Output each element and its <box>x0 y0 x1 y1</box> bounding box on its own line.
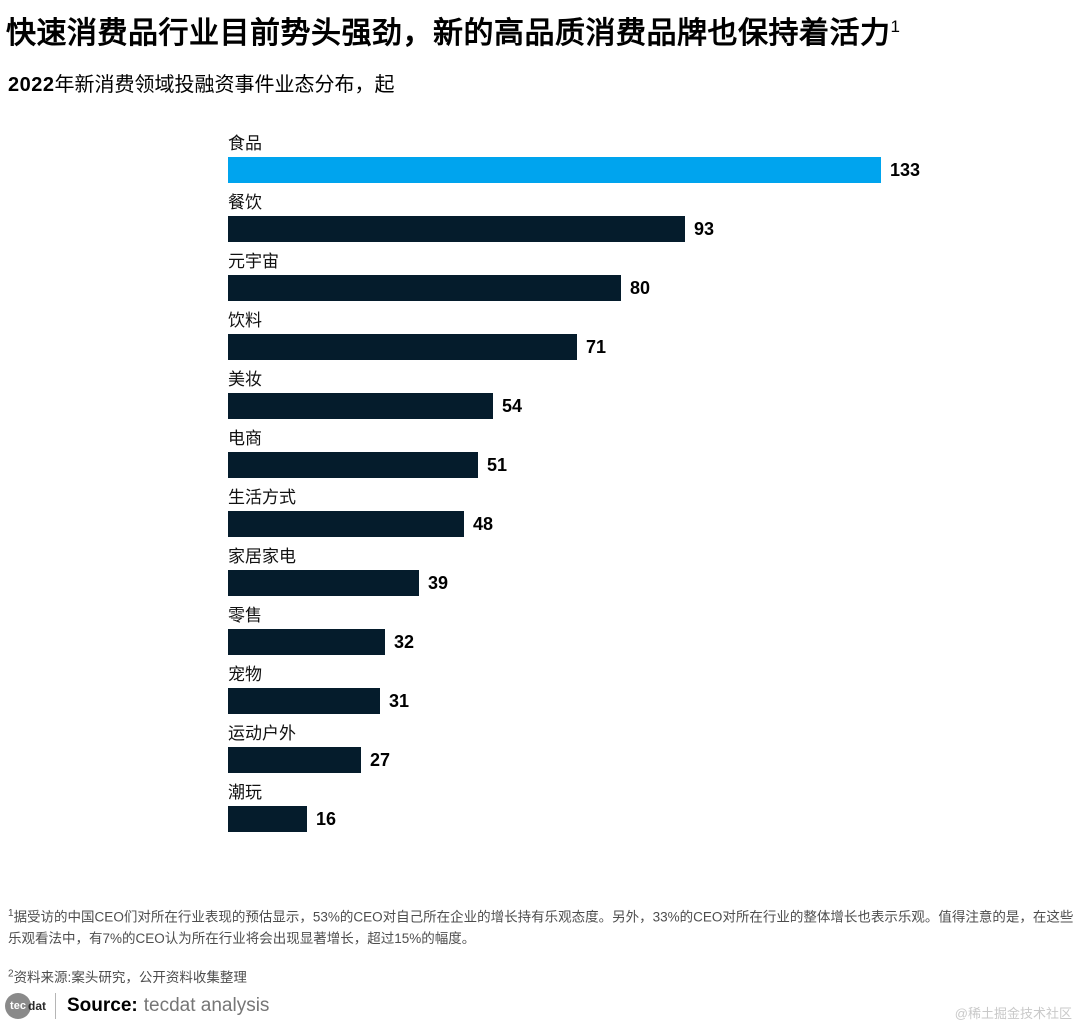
category-label: 食品 <box>228 134 262 153</box>
footnote-2-marker: 2 <box>8 968 14 980</box>
bar-track: 31 <box>228 688 1008 714</box>
bar-row: 餐饮 93 <box>228 193 1008 242</box>
bar-row: 食品 133 <box>228 134 1008 183</box>
bar-row: 美妆 54 <box>228 370 1008 419</box>
value-label: 39 <box>428 572 449 593</box>
value-label: 80 <box>630 277 651 298</box>
category-label: 生活方式 <box>228 488 296 507</box>
bar-track: 80 <box>228 275 1008 301</box>
bar-track: 51 <box>228 452 1008 478</box>
value-label: 54 <box>502 395 523 416</box>
bar-track: 71 <box>228 334 1008 360</box>
bar-row: 电商 51 <box>228 429 1008 478</box>
category-label: 电商 <box>228 429 262 448</box>
category-label: 饮料 <box>228 311 262 330</box>
category-label: 元宇宙 <box>228 252 279 271</box>
category-label: 家居家电 <box>228 547 296 566</box>
bar <box>228 216 685 242</box>
bar <box>228 629 385 655</box>
bar-chart: 食品 133 餐饮 93 元宇宙 80 饮料 71 美妆 54 电商 51 生活方式 48 家居家电 39 零售… <box>228 134 1008 842</box>
bar-row: 家居家电 39 <box>228 547 1008 596</box>
bar-track: 133 <box>228 157 1008 183</box>
bar-row: 饮料 71 <box>228 311 1008 360</box>
bar-track: 93 <box>228 216 1008 242</box>
subtitle-year: 2022 <box>8 74 55 96</box>
value-label: 51 <box>487 454 508 475</box>
bar <box>228 806 307 832</box>
footer-divider <box>55 993 56 1019</box>
bar <box>228 570 419 596</box>
bar-track: 32 <box>228 629 1008 655</box>
value-label: 32 <box>394 631 415 652</box>
category-label: 运动户外 <box>228 724 296 743</box>
category-label: 美妆 <box>228 370 262 389</box>
value-label: 93 <box>694 218 715 239</box>
tecdat-logo-icon: tec <box>5 993 31 1019</box>
value-label: 27 <box>370 749 391 770</box>
chart-subtitle: 2022年新消费领域投融资事件业态分布，起 <box>8 68 395 97</box>
bar <box>228 747 361 773</box>
tecdat-logo-text: dat <box>28 999 46 1013</box>
bar <box>228 688 380 714</box>
category-label: 餐饮 <box>228 193 262 212</box>
footnote-1-marker: 1 <box>8 908 14 919</box>
value-label: 133 <box>890 159 921 180</box>
category-label: 零售 <box>228 606 262 625</box>
tecdat-logo: tec dat <box>5 993 46 1019</box>
page-title: 快速消费品行业目前势头强劲，新的高品质消费品牌也保持着活力1 <box>6 17 901 50</box>
source-footer: tec dat Source: tecdat analysis <box>5 991 269 1021</box>
footnote-2: 2资料来源:案头研究，公开资料收集整理 <box>8 968 247 986</box>
bar <box>228 393 493 419</box>
subtitle-text: 年新消费领域投融资事件业态分布，起 <box>54 74 395 96</box>
bar-row: 运动户外 27 <box>228 724 1008 773</box>
bar-row: 宠物 31 <box>228 665 1008 714</box>
bar <box>228 157 881 183</box>
value-label: 71 <box>586 336 607 357</box>
bar-row: 生活方式 48 <box>228 488 1008 537</box>
value-label: 48 <box>473 513 494 534</box>
bar <box>228 334 577 360</box>
category-label: 宠物 <box>228 665 262 684</box>
bar <box>228 275 621 301</box>
title-footnote-marker: 1 <box>890 17 901 36</box>
bar <box>228 452 478 478</box>
watermark: @稀土掘金技术社区 <box>954 1006 1072 1021</box>
bar-track: 27 <box>228 747 1008 773</box>
value-label: 16 <box>316 808 337 829</box>
value-label: 31 <box>389 690 410 711</box>
bar-track: 48 <box>228 511 1008 537</box>
source-label: Source: <box>67 995 138 1016</box>
bar-row: 零售 32 <box>228 606 1008 655</box>
bar <box>228 511 464 537</box>
bar-track: 16 <box>228 806 1008 832</box>
footnote-1: 1据受访的中国CEO们对所在行业表现的预估显示，53%的CEO对自己所在企业的增… <box>8 908 1074 947</box>
bar-row: 元宇宙 80 <box>228 252 1008 301</box>
source-value: tecdat analysis <box>143 995 270 1016</box>
bar-track: 54 <box>228 393 1008 419</box>
bar-track: 39 <box>228 570 1008 596</box>
category-label: 潮玩 <box>228 783 262 802</box>
bar-row: 潮玩 16 <box>228 783 1008 832</box>
